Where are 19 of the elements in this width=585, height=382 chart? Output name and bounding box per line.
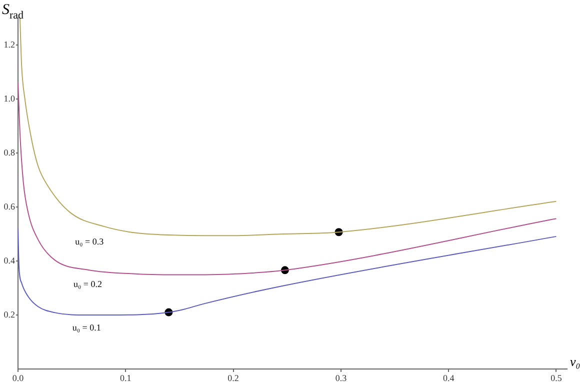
x-tick-label: 0.1	[120, 372, 132, 382]
y-tick-label: 0.4	[4, 255, 16, 266]
x-tick-label: 0.0	[12, 372, 24, 382]
y-tick-label: 1.2	[4, 39, 15, 50]
x-tick-label: 0.4	[442, 372, 455, 382]
annotation: u₀ = 0.1	[72, 322, 101, 332]
x-tick-label: 0.5	[550, 372, 562, 382]
x-axis-title: v₀	[570, 354, 580, 369]
annotation: u₀ = 0.2	[73, 278, 102, 289]
line-series	[18, 82, 557, 276]
line-series	[19, 18, 557, 236]
y-tick-label: 0.8	[4, 147, 16, 158]
x-tick-label: 0.2	[228, 372, 239, 382]
annotation: u₀ = 0.3	[75, 236, 104, 247]
y-tick-label: 1.0	[4, 93, 16, 104]
line-series	[18, 228, 557, 316]
y-tick-label: 0.2	[4, 309, 15, 320]
y-tick-label: 0.6	[4, 201, 16, 212]
x-tick-label: 0.3	[335, 372, 348, 382]
